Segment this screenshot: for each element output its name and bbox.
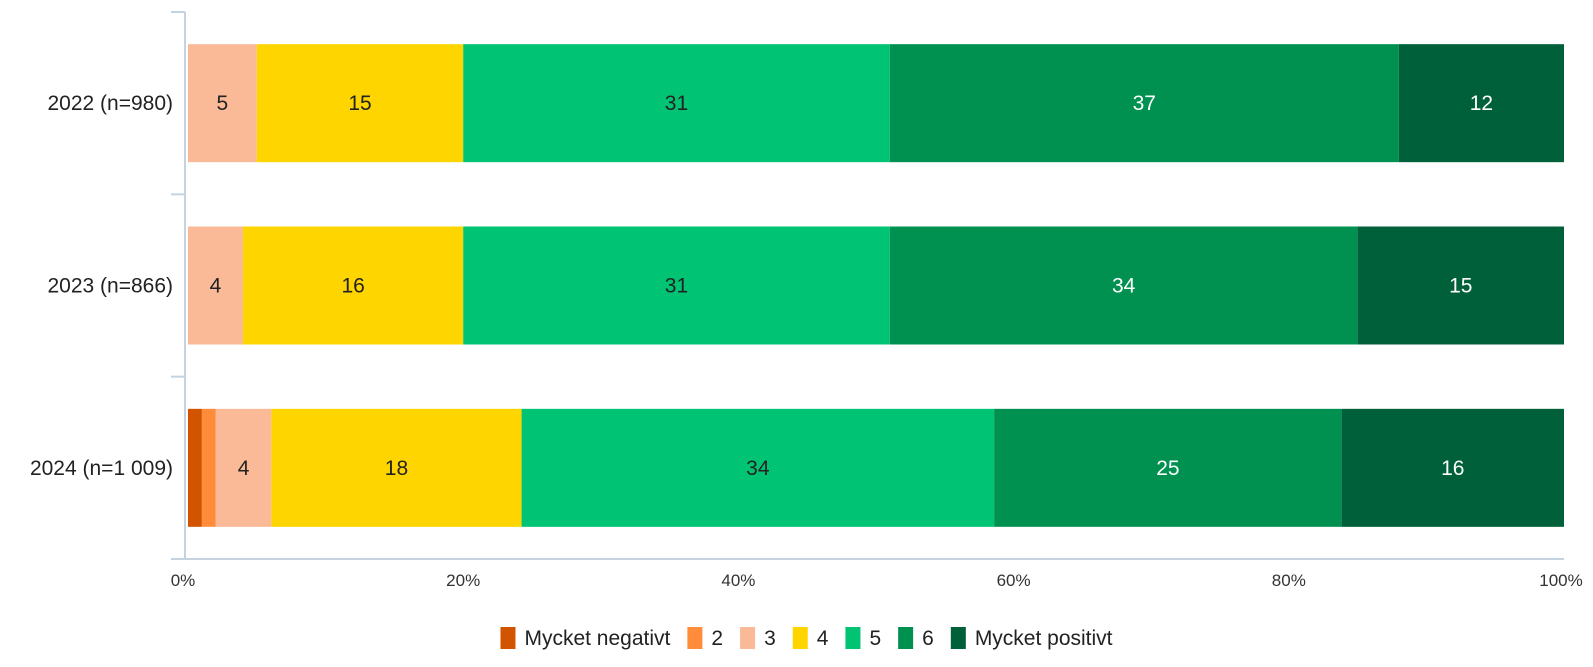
legend-label: Mycket negativt: [524, 627, 670, 650]
legend: Mycket negativt 2 3 4 5 6 Mycket positivt: [500, 627, 1113, 650]
data-label: 16: [1441, 457, 1464, 480]
bar-segment: [188, 226, 244, 345]
legend-swatch: [845, 627, 861, 649]
data-label: 15: [348, 92, 371, 115]
legend-label: 5: [869, 627, 881, 650]
legend-label: Mycket positivt: [975, 627, 1113, 650]
data-label: 18: [385, 457, 408, 480]
data-label: 25: [1156, 457, 1179, 480]
data-label: 16: [341, 275, 364, 298]
bar-segment: [1341, 408, 1564, 527]
bar-segment: [463, 226, 890, 345]
legend-label: 6: [922, 627, 934, 650]
bar-segment: [994, 408, 1342, 527]
data-label: 4: [210, 275, 222, 298]
legend-label: 3: [764, 627, 776, 650]
bars-layer: 5 15 31 37 12 4 16 31 34 15 4 18 34 25 16: [188, 44, 1564, 527]
category-label: 2024 (n=1 009): [30, 457, 173, 480]
bar-segment: [271, 408, 522, 527]
x-tick-label: 60%: [997, 571, 1031, 590]
bar-segment: [1357, 226, 1564, 345]
legend-swatch: [500, 627, 516, 649]
x-tick-label: 20%: [446, 571, 480, 590]
data-label: 31: [665, 92, 688, 115]
legend-swatch: [792, 627, 808, 649]
data-label: 34: [746, 457, 770, 480]
data-label: 12: [1470, 92, 1493, 115]
bar-segment: [521, 408, 995, 527]
data-label: 4: [238, 457, 250, 480]
bar-segment: [463, 44, 890, 163]
legend-swatch: [740, 627, 756, 649]
legend-swatch: [898, 627, 914, 649]
legend-label: 2: [711, 627, 723, 650]
category-label: 2023 (n=866): [47, 275, 173, 298]
bar-segment: [201, 408, 216, 527]
bar-segment: [188, 408, 202, 527]
bar-segment: [256, 44, 464, 163]
axis-layer: 2022 (n=980) 2023 (n=866) 2024 (n=1 009) 0%…: [30, 11, 1583, 590]
bar-segment: [1398, 44, 1564, 163]
bar-segment: [889, 44, 1399, 163]
x-tick-label: 40%: [721, 571, 755, 590]
legend-label: 4: [817, 627, 829, 650]
data-label: 37: [1133, 92, 1156, 115]
bar-segment: [889, 226, 1358, 345]
bar-segment: [215, 408, 272, 527]
x-tick-label: 100%: [1539, 571, 1582, 590]
bar-segment: [243, 226, 464, 345]
x-tick-label: 80%: [1272, 571, 1306, 590]
data-label: 31: [665, 275, 688, 298]
legend-swatch: [950, 627, 966, 649]
data-label: 34: [1112, 275, 1136, 298]
category-label: 2022 (n=980): [47, 92, 173, 115]
data-label: 15: [1449, 275, 1472, 298]
bar-segment: [188, 44, 257, 163]
data-label: 5: [217, 92, 229, 115]
x-tick-label: 0%: [171, 571, 196, 590]
legend-swatch: [687, 627, 703, 649]
